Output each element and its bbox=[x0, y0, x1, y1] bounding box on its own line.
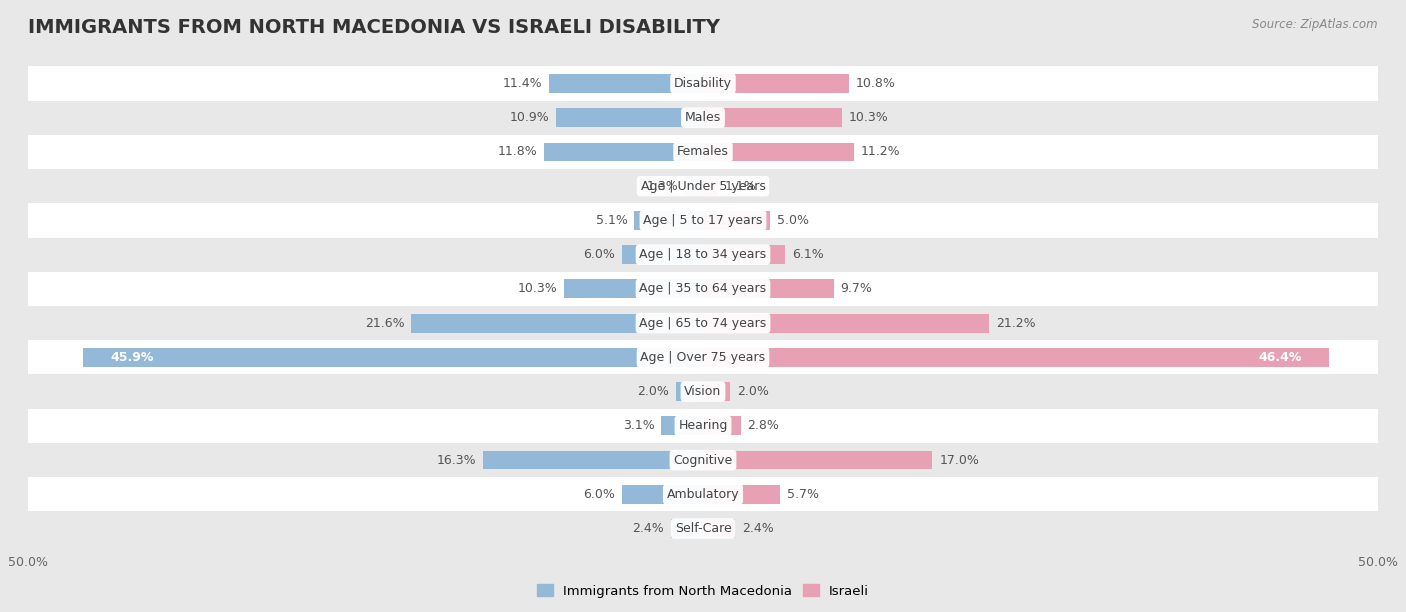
Text: 21.2%: 21.2% bbox=[995, 316, 1036, 330]
Bar bbox=[1, 169, 1405, 203]
Text: 5.1%: 5.1% bbox=[596, 214, 627, 227]
Text: 16.3%: 16.3% bbox=[437, 453, 477, 466]
Text: 2.0%: 2.0% bbox=[637, 385, 669, 398]
Bar bbox=[1, 340, 1405, 375]
Text: 2.4%: 2.4% bbox=[633, 522, 664, 535]
Text: 6.1%: 6.1% bbox=[792, 248, 824, 261]
Bar bbox=[1, 66, 1405, 100]
Bar bbox=[703, 177, 718, 196]
Text: 6.0%: 6.0% bbox=[583, 488, 616, 501]
Text: 17.0%: 17.0% bbox=[939, 453, 979, 466]
Bar bbox=[555, 108, 703, 127]
Text: 9.7%: 9.7% bbox=[841, 282, 873, 296]
Text: Disability: Disability bbox=[673, 77, 733, 90]
Bar bbox=[703, 348, 1329, 367]
Bar bbox=[83, 348, 703, 367]
Bar bbox=[544, 143, 703, 162]
Text: 45.9%: 45.9% bbox=[111, 351, 153, 364]
Bar bbox=[703, 74, 849, 93]
Bar bbox=[1, 375, 1405, 409]
Bar bbox=[621, 485, 703, 504]
Text: 11.4%: 11.4% bbox=[503, 77, 543, 90]
Text: Hearing: Hearing bbox=[678, 419, 728, 432]
Text: Age | Over 75 years: Age | Over 75 years bbox=[641, 351, 765, 364]
Text: Vision: Vision bbox=[685, 385, 721, 398]
Text: 3.1%: 3.1% bbox=[623, 419, 654, 432]
Text: Age | 5 to 17 years: Age | 5 to 17 years bbox=[644, 214, 762, 227]
Text: 5.7%: 5.7% bbox=[787, 488, 818, 501]
Bar bbox=[671, 519, 703, 538]
Text: Source: ZipAtlas.com: Source: ZipAtlas.com bbox=[1253, 18, 1378, 31]
Text: Age | Under 5 years: Age | Under 5 years bbox=[641, 180, 765, 193]
Text: 2.4%: 2.4% bbox=[742, 522, 773, 535]
Bar bbox=[703, 245, 786, 264]
Text: Age | 65 to 74 years: Age | 65 to 74 years bbox=[640, 316, 766, 330]
Bar bbox=[550, 74, 703, 93]
Bar bbox=[1, 272, 1405, 306]
Bar bbox=[412, 314, 703, 332]
Text: 10.8%: 10.8% bbox=[855, 77, 896, 90]
Bar bbox=[484, 450, 703, 469]
Bar bbox=[703, 314, 990, 332]
Text: 10.9%: 10.9% bbox=[509, 111, 550, 124]
Bar bbox=[703, 211, 770, 230]
Bar bbox=[703, 143, 855, 162]
Text: 11.8%: 11.8% bbox=[498, 146, 537, 159]
Text: 11.2%: 11.2% bbox=[860, 146, 901, 159]
Bar bbox=[703, 450, 932, 469]
Bar bbox=[676, 382, 703, 401]
Bar bbox=[1, 443, 1405, 477]
Bar bbox=[1, 306, 1405, 340]
Text: 10.3%: 10.3% bbox=[517, 282, 557, 296]
Text: 1.3%: 1.3% bbox=[647, 180, 679, 193]
Text: 10.3%: 10.3% bbox=[849, 111, 889, 124]
Text: Age | 35 to 64 years: Age | 35 to 64 years bbox=[640, 282, 766, 296]
Bar bbox=[1, 237, 1405, 272]
Bar bbox=[634, 211, 703, 230]
Text: IMMIGRANTS FROM NORTH MACEDONIA VS ISRAELI DISABILITY: IMMIGRANTS FROM NORTH MACEDONIA VS ISRAE… bbox=[28, 18, 720, 37]
Text: Females: Females bbox=[678, 146, 728, 159]
Text: Cognitive: Cognitive bbox=[673, 453, 733, 466]
Bar bbox=[703, 280, 834, 298]
Legend: Immigrants from North Macedonia, Israeli: Immigrants from North Macedonia, Israeli bbox=[531, 579, 875, 603]
Bar bbox=[686, 177, 703, 196]
Bar bbox=[1, 203, 1405, 237]
Bar bbox=[621, 245, 703, 264]
Bar bbox=[661, 416, 703, 435]
Text: 2.8%: 2.8% bbox=[748, 419, 779, 432]
Bar bbox=[703, 382, 730, 401]
Text: Ambulatory: Ambulatory bbox=[666, 488, 740, 501]
Bar bbox=[1, 512, 1405, 546]
Text: 46.4%: 46.4% bbox=[1258, 351, 1302, 364]
Text: Self-Care: Self-Care bbox=[675, 522, 731, 535]
Text: 1.1%: 1.1% bbox=[724, 180, 756, 193]
Bar bbox=[703, 108, 842, 127]
Text: 6.0%: 6.0% bbox=[583, 248, 616, 261]
Bar bbox=[1, 135, 1405, 169]
Text: Males: Males bbox=[685, 111, 721, 124]
Bar bbox=[1, 409, 1405, 443]
Bar bbox=[703, 416, 741, 435]
Bar bbox=[703, 485, 780, 504]
Text: Age | 18 to 34 years: Age | 18 to 34 years bbox=[640, 248, 766, 261]
Text: 5.0%: 5.0% bbox=[778, 214, 810, 227]
Text: 2.0%: 2.0% bbox=[737, 385, 769, 398]
Bar bbox=[1, 477, 1405, 512]
Bar bbox=[1, 100, 1405, 135]
Bar bbox=[703, 519, 735, 538]
Bar bbox=[564, 280, 703, 298]
Text: 21.6%: 21.6% bbox=[366, 316, 405, 330]
